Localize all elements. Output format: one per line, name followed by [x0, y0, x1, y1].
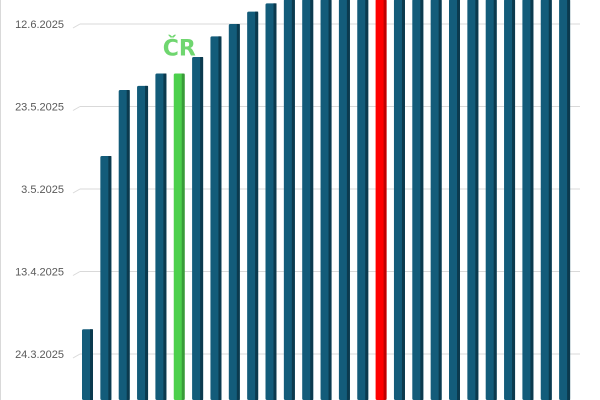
bar-side [420, 0, 424, 400]
bar [559, 0, 571, 400]
tick-mark [72, 353, 81, 359]
bar-side [530, 0, 534, 400]
bar-highlighted [375, 0, 387, 400]
bar [504, 0, 516, 400]
bar-side [475, 0, 479, 400]
bar-side [310, 0, 314, 400]
bar-side [365, 0, 369, 400]
bar-side [548, 0, 552, 400]
bar [265, 3, 277, 400]
tick-mark [72, 106, 81, 111]
bar [192, 57, 204, 400]
bar-side [291, 0, 295, 400]
tick-mark [72, 188, 81, 194]
bar-side [163, 73, 167, 400]
bar [137, 85, 149, 400]
bar [393, 0, 405, 400]
bar [412, 0, 424, 400]
bar [485, 0, 497, 400]
annotation-cr: ČR [163, 36, 196, 62]
bar [155, 73, 167, 400]
bar [210, 36, 222, 400]
bar-side [512, 0, 516, 400]
bar-side [401, 0, 405, 400]
tick-mark [72, 271, 81, 276]
bar-side [108, 156, 112, 400]
bar [320, 0, 332, 400]
bar-side [218, 36, 222, 400]
bar-side [255, 11, 259, 400]
bar-side [438, 0, 442, 400]
bar [302, 0, 314, 400]
bar-side [328, 0, 332, 400]
bar-side [273, 3, 277, 400]
bar-side [181, 73, 185, 400]
bar [82, 329, 93, 400]
bar-side [126, 90, 130, 400]
bar-side [493, 0, 497, 400]
bar-side [383, 0, 387, 400]
bar-side [457, 0, 460, 400]
bar-side [90, 329, 93, 400]
bar-face [375, 0, 387, 400]
bar [357, 0, 369, 400]
bar-face [173, 73, 185, 400]
bar [100, 156, 112, 400]
bar [247, 11, 259, 400]
bar [118, 90, 130, 400]
y-tick-label: 13.4.2025 [15, 267, 64, 279]
y-tick-label: 23.5.2025 [15, 102, 64, 114]
y-tick-label: 12.6.2025 [15, 19, 64, 31]
bar [522, 0, 534, 400]
bar [467, 0, 479, 400]
bar [228, 24, 240, 400]
bar-highlighted [173, 73, 185, 400]
tick-mark [72, 23, 81, 29]
bar [338, 0, 350, 400]
bar-side [567, 0, 571, 400]
bar [449, 0, 460, 400]
bar-side [145, 85, 149, 400]
y-tick-label: 3.5.2025 [21, 184, 64, 196]
bar-side [346, 0, 350, 400]
bar [283, 0, 295, 400]
bar [430, 0, 442, 400]
bar [540, 0, 552, 400]
bar-side [200, 57, 204, 400]
y-tick-label: 24.3.2025 [15, 349, 64, 361]
bar-side [236, 24, 240, 400]
